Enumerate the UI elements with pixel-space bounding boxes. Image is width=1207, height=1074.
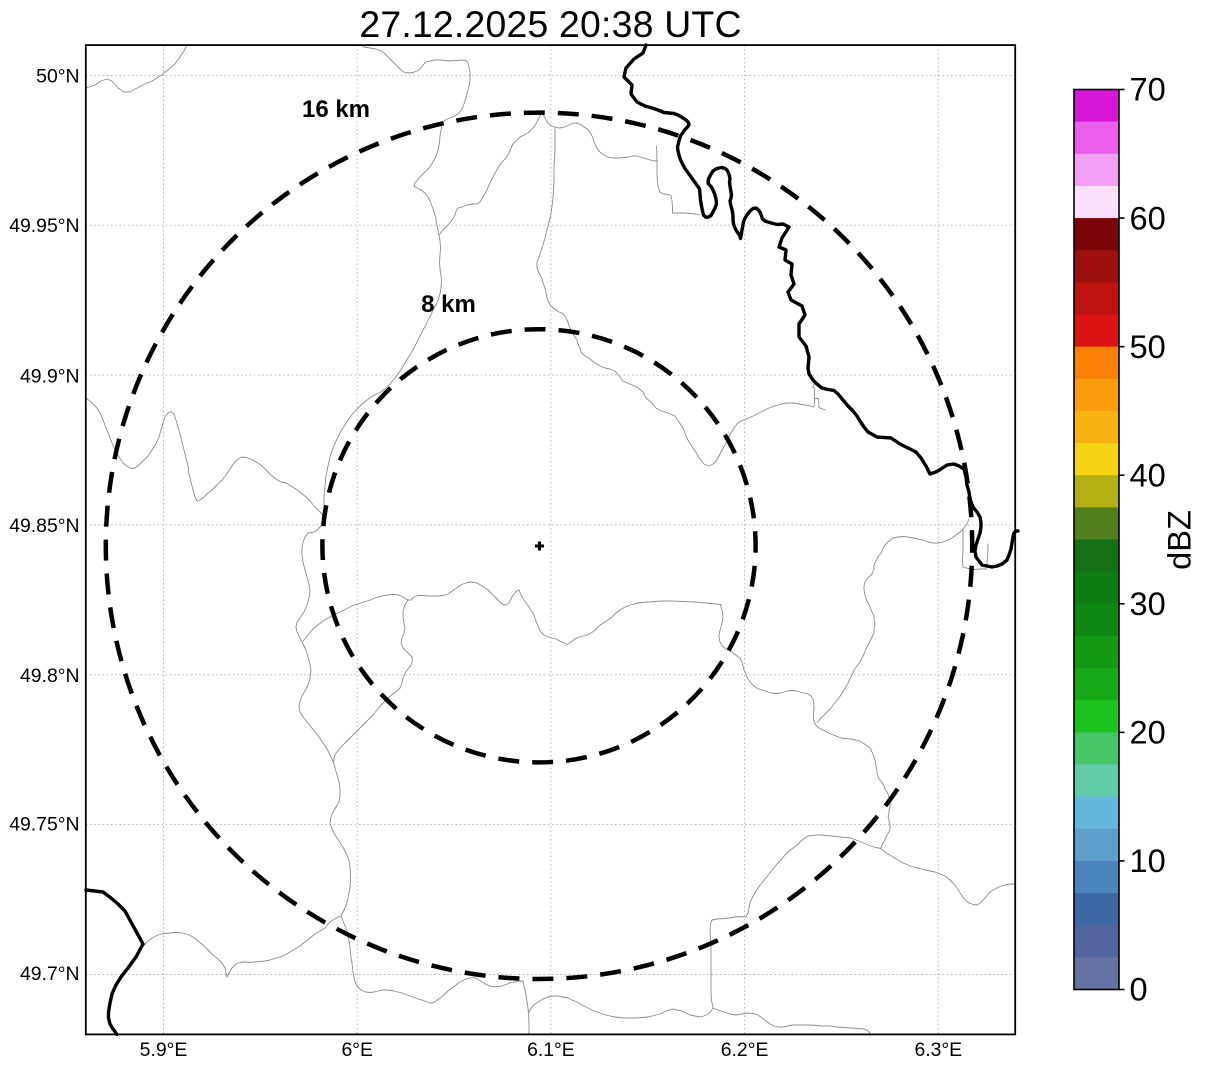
svg-text:49.9°N: 49.9°N bbox=[20, 365, 80, 387]
svg-text:8 km: 8 km bbox=[421, 291, 476, 318]
svg-text:6°E: 6°E bbox=[341, 1039, 373, 1061]
svg-text:49.8°N: 49.8°N bbox=[20, 665, 80, 687]
svg-text:20: 20 bbox=[1130, 714, 1166, 751]
svg-text:49.7°N: 49.7°N bbox=[20, 963, 80, 985]
svg-text:40: 40 bbox=[1130, 456, 1166, 493]
svg-text:27.12.2025 20:38 UTC: 27.12.2025 20:38 UTC bbox=[359, 3, 741, 45]
svg-text:5.9°E: 5.9°E bbox=[140, 1039, 188, 1061]
svg-text:50°N: 50°N bbox=[36, 66, 79, 88]
svg-text:49.75°N: 49.75°N bbox=[9, 814, 79, 836]
svg-text:6.2°E: 6.2°E bbox=[721, 1039, 769, 1061]
svg-text:dBZ: dBZ bbox=[1161, 510, 1198, 570]
svg-text:60: 60 bbox=[1130, 199, 1166, 236]
svg-text:70: 70 bbox=[1130, 71, 1166, 108]
svg-text:16 km: 16 km bbox=[302, 96, 370, 123]
svg-text:50: 50 bbox=[1130, 328, 1166, 365]
svg-text:30: 30 bbox=[1130, 585, 1166, 622]
svg-text:6.3°E: 6.3°E bbox=[914, 1039, 962, 1061]
svg-text:49.95°N: 49.95°N bbox=[9, 215, 79, 237]
svg-text:6.1°E: 6.1°E bbox=[527, 1039, 575, 1061]
svg-text:0: 0 bbox=[1130, 971, 1148, 1008]
svg-text:49.85°N: 49.85°N bbox=[9, 515, 79, 537]
svg-text:10: 10 bbox=[1130, 842, 1166, 879]
